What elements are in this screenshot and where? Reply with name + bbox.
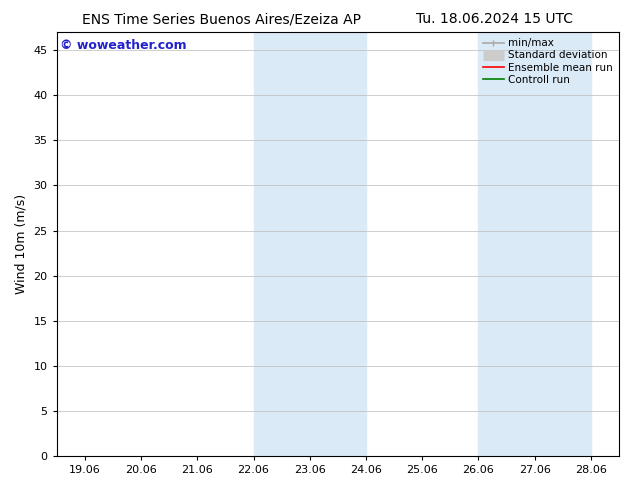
Bar xyxy=(479,32,591,456)
Y-axis label: Wind 10m (m/s): Wind 10m (m/s) xyxy=(15,194,28,294)
Text: ENS Time Series Buenos Aires/Ezeiza AP: ENS Time Series Buenos Aires/Ezeiza AP xyxy=(82,12,361,26)
Bar xyxy=(254,32,366,456)
Legend: min/max, Standard deviation, Ensemble mean run, Controll run: min/max, Standard deviation, Ensemble me… xyxy=(479,34,617,89)
Text: Tu. 18.06.2024 15 UTC: Tu. 18.06.2024 15 UTC xyxy=(416,12,573,26)
Text: © woweather.com: © woweather.com xyxy=(60,39,186,51)
